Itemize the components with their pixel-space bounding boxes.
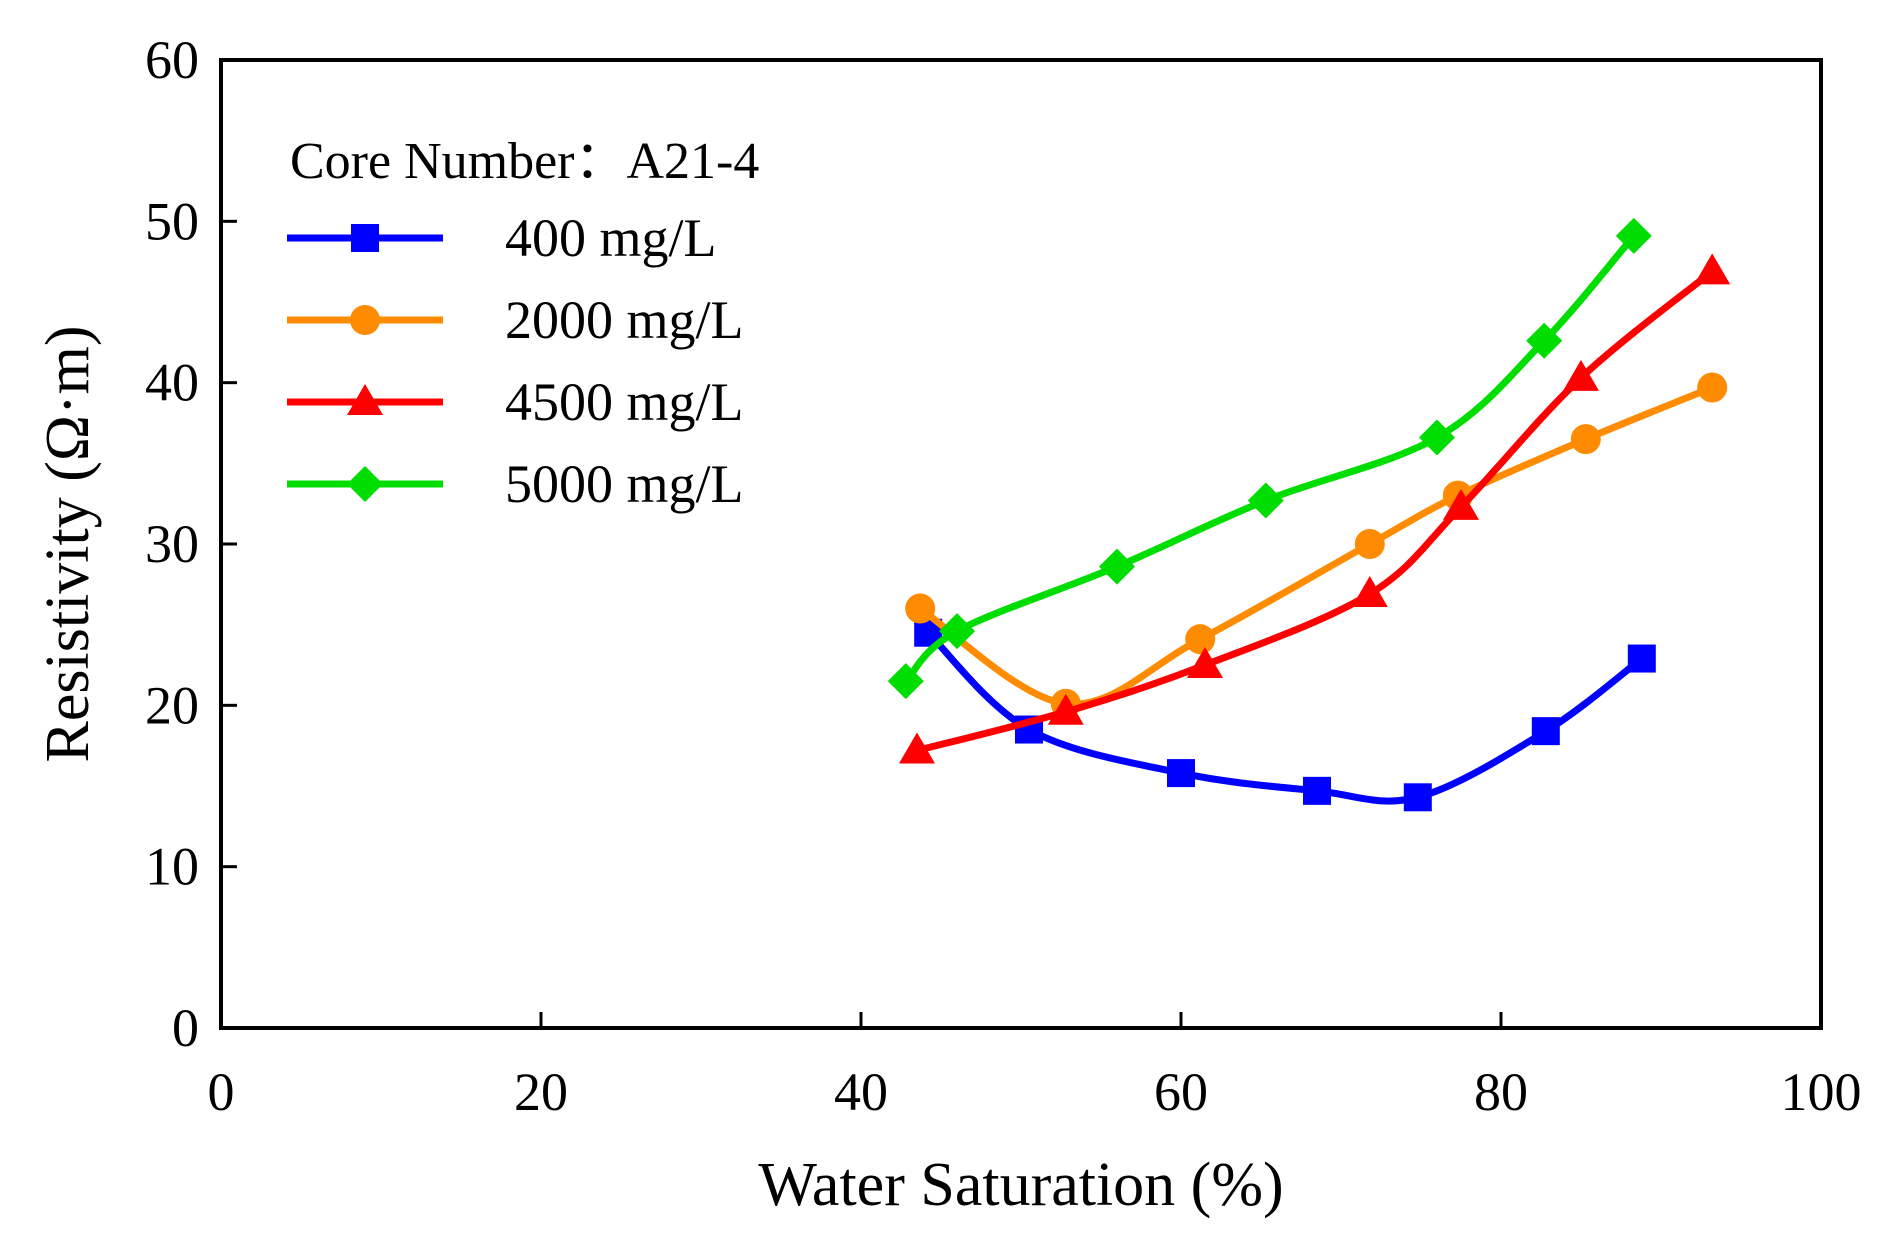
data-point (1247, 482, 1284, 519)
x-tick-label: 20 (514, 1062, 568, 1122)
data-point (1615, 217, 1652, 254)
data-point (1185, 624, 1216, 655)
legend-entry: 400 mg/L (287, 208, 717, 268)
data-point (1694, 253, 1731, 285)
series-line (902, 232, 1638, 685)
data-point (939, 613, 975, 650)
x-axis-label: Water Saturation (%) (758, 1151, 1283, 1219)
data-point (1187, 647, 1223, 678)
data-point (1419, 419, 1455, 456)
data-point (899, 732, 935, 764)
axis-layer: 0 20 40 60 80 100 0 10 20 30 40 50 60 (145, 30, 1862, 1122)
legend-marker (347, 384, 383, 415)
y-tick-label: 20 (145, 675, 199, 735)
legend-marker (351, 224, 379, 252)
series-line (913, 267, 1716, 755)
data-point (905, 593, 936, 624)
legend-entry: 2000 mg/L (287, 290, 744, 350)
legend-label: 4500 mg/L (505, 372, 744, 432)
legend-marker (347, 466, 383, 502)
y-tick-label: 30 (145, 514, 199, 574)
data-point (1563, 359, 1599, 391)
y-tick-label: 10 (145, 837, 199, 897)
legend-label: 5000 mg/L (505, 454, 744, 514)
x-tick-label: 100 (1781, 1062, 1862, 1122)
series-2 (899, 253, 1731, 764)
data-point (1047, 693, 1084, 725)
data-point (1403, 783, 1432, 812)
legend-label: 2000 mg/L (505, 290, 744, 350)
legend-label: 400 mg/L (505, 208, 717, 268)
data-point (1354, 529, 1385, 559)
y-tick-label: 0 (172, 998, 199, 1058)
x-tick-label: 40 (834, 1062, 888, 1122)
legend-entry: 5000 mg/L (287, 454, 744, 514)
legend-marker (350, 305, 380, 335)
legend: 400 mg/L 2000 mg/L 4500 mg/L 5000 mg/L (287, 208, 744, 514)
data-point (1351, 576, 1388, 608)
series-0 (914, 618, 1656, 812)
data-point (1099, 548, 1135, 585)
data-point (1570, 424, 1601, 455)
y-axis-label: Resistivity (Ω·m) (34, 326, 102, 763)
data-point (1531, 717, 1560, 746)
series-3 (887, 217, 1652, 700)
data-point (1697, 372, 1728, 403)
data-point (1627, 644, 1656, 673)
y-tick-label: 50 (145, 191, 199, 251)
plot-frame (219, 58, 1823, 1030)
data-point (1167, 759, 1195, 788)
x-tick-label: 60 (1154, 1062, 1208, 1122)
data-point (1526, 322, 1563, 359)
data-point (1443, 488, 1479, 520)
y-tick-label: 60 (145, 30, 199, 90)
x-tick-label: 0 (208, 1062, 235, 1122)
data-point (887, 663, 924, 700)
data-point (1303, 776, 1331, 805)
x-tick-label: 80 (1474, 1062, 1528, 1122)
y-tick-label: 40 (145, 353, 199, 413)
series-layer (887, 217, 1731, 812)
series-1 (905, 372, 1728, 719)
core-number-annotation: Core Number：A21-4 (290, 133, 759, 190)
legend-entry: 4500 mg/L (287, 372, 744, 432)
